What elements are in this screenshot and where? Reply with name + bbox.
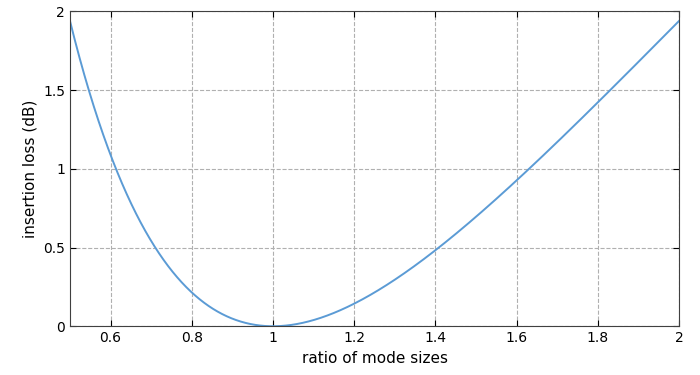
Y-axis label: insertion loss (dB): insertion loss (dB): [22, 100, 38, 238]
X-axis label: ratio of mode sizes: ratio of mode sizes: [302, 351, 447, 366]
